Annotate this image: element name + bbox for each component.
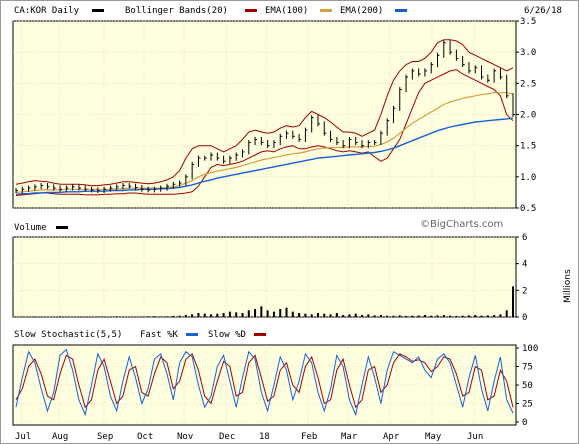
ema200-legend-swatch — [395, 9, 407, 12]
stochastic-grid — [13, 345, 516, 425]
price-y-tick-label: 0.5 — [520, 204, 536, 214]
bollinger-legend-swatch — [245, 9, 257, 12]
stochastic-y-tick-label: 75 — [522, 363, 533, 373]
volume-y-tick-label: 6 — [522, 233, 527, 243]
volume-unit-label: Millions — [563, 269, 573, 303]
price-panel: 3.5 3.0 2.5 2.0 1.5 1.0 0.5 CA:KOR Daily Bolli… — [12, 6, 562, 214]
volume-bars — [15, 286, 514, 317]
price-y-tick-label: 2.0 — [520, 111, 536, 121]
fast-k-legend-swatch — [186, 333, 198, 336]
slow-d-line — [15, 353, 514, 409]
price-y-tick-label: 1.5 — [520, 142, 536, 152]
bollinger-legend-label: Bollinger Bands(20) — [125, 6, 228, 16]
x-tick-label: Sep — [97, 432, 113, 442]
x-tick-label: Feb — [301, 432, 317, 442]
stochastic-series — [15, 348, 514, 417]
volume-y-tick-label: 4 — [522, 260, 527, 270]
x-tick-label: Nov — [177, 432, 193, 442]
ema100-legend-label: EMA(100) — [265, 6, 308, 16]
price-y-tick-label: 2.5 — [520, 79, 536, 89]
x-tick-label: Oct — [137, 432, 153, 442]
ema100-line — [15, 92, 514, 193]
volume-y-tick-label: 2 — [522, 286, 527, 296]
ema100-legend-swatch — [320, 9, 332, 12]
price-legend-swatch — [92, 9, 104, 12]
slow-d-legend-label: Slow %D — [208, 330, 246, 340]
x-axis: Jul Aug Sep Oct Nov Dec 18 Feb Mar Apr May Jun — [15, 432, 483, 442]
price-y-axis: 3.5 3.0 2.5 2.0 1.5 1.0 0.5 — [516, 17, 536, 214]
price-series — [15, 39, 515, 196]
stochastic-y-tick-label: 0 — [522, 418, 527, 428]
fast-k-line — [15, 348, 514, 417]
x-tick-label: 18 — [259, 432, 270, 442]
price-y-tick-label: 1.0 — [520, 173, 536, 183]
stochastic-y-tick-label: 25 — [522, 400, 533, 410]
fast-k-legend-label: Fast %K — [140, 330, 179, 340]
x-tick-label: Jun — [467, 432, 483, 442]
stochastic-y-axis: 100 75 50 25 0 — [516, 344, 538, 428]
x-tick-label: Apr — [383, 432, 400, 442]
x-tick-label: Aug — [52, 432, 68, 442]
volume-title: Volume — [14, 223, 47, 233]
symbol-label: CA:KOR Daily — [14, 6, 80, 16]
price-y-tick-label: 3.0 — [520, 48, 536, 58]
volume-y-axis: 6 4 2 0 — [516, 233, 527, 323]
volume-y-tick-label: 0 — [522, 313, 527, 323]
stochastic-y-tick-label: 50 — [522, 381, 533, 391]
volume-plot-area — [12, 236, 517, 318]
volume-grid — [13, 236, 516, 318]
volume-legend-swatch — [56, 226, 68, 229]
x-tick-label: Mar — [341, 432, 358, 442]
x-tick-label: May — [425, 432, 442, 442]
x-tick-label: Dec — [219, 432, 235, 442]
price-y-tick-label: 3.5 — [520, 17, 536, 27]
ema200-line — [15, 117, 514, 195]
bollinger-lower-line — [15, 69, 514, 196]
chart-date: 6/26/18 — [524, 6, 562, 16]
stochastic-y-tick-label: 100 — [522, 344, 538, 354]
watermark: ©BigCharts.com — [420, 219, 503, 230]
slow-d-legend-swatch — [254, 333, 266, 336]
volume-panel: ©BigCharts.com Volume 6 4 2 0 Millions — [12, 219, 573, 323]
stochastic-panel: Slow Stochastic(5,5) Fast %K Slow %D 100… — [12, 330, 538, 428]
x-tick-label: Jul — [15, 432, 31, 442]
ema200-legend-label: EMA(200) — [340, 6, 383, 16]
bollinger-upper-line — [15, 39, 514, 187]
stochastic-title: Slow Stochastic(5,5) — [14, 330, 122, 340]
